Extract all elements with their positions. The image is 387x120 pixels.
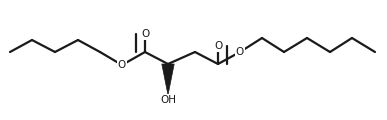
Text: O: O — [141, 29, 149, 39]
Text: O: O — [214, 41, 222, 51]
Text: O: O — [118, 60, 126, 70]
Polygon shape — [162, 64, 174, 95]
Text: O: O — [236, 47, 244, 57]
Text: OH: OH — [160, 95, 176, 105]
